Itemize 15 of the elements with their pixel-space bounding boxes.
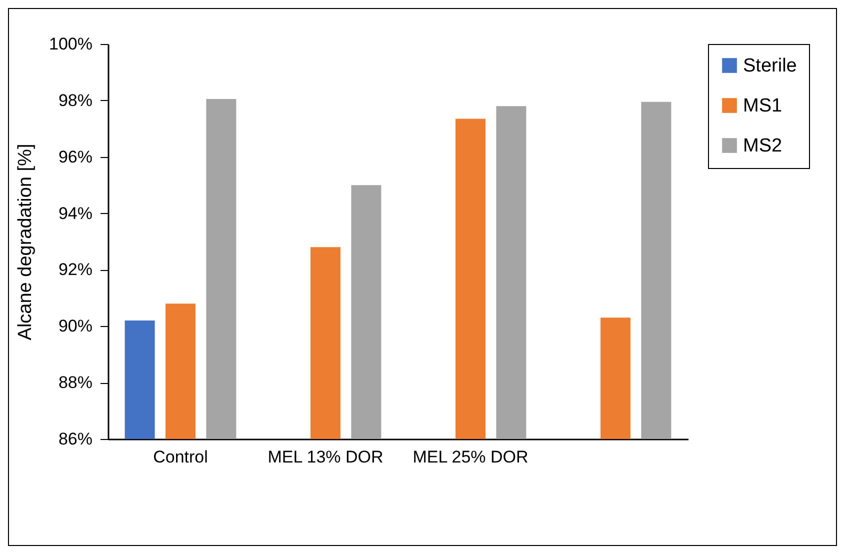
y-tick-label: 94% [58,204,92,223]
y-tick-label: 100% [49,34,92,54]
legend-label: MS1 [743,96,782,116]
legend-label: Sterile [743,56,797,76]
y-tick-label: 92% [58,260,92,280]
x-tick-label: Control [153,448,208,466]
y-tick-label: 86% [58,430,92,448]
y-axis-title: Alcane degradation [%] [15,144,36,340]
x-tick-label: MEL 13% DOR [268,448,384,466]
y-tick-label: 98% [58,90,92,110]
y-tick-label: 88% [58,373,92,392]
x-tick-label: MEL 25% DOR [412,448,528,466]
y-tick-label: 90% [58,316,92,336]
y-tick-label: 96% [58,147,92,166]
legend-label: MS2 [743,136,782,156]
